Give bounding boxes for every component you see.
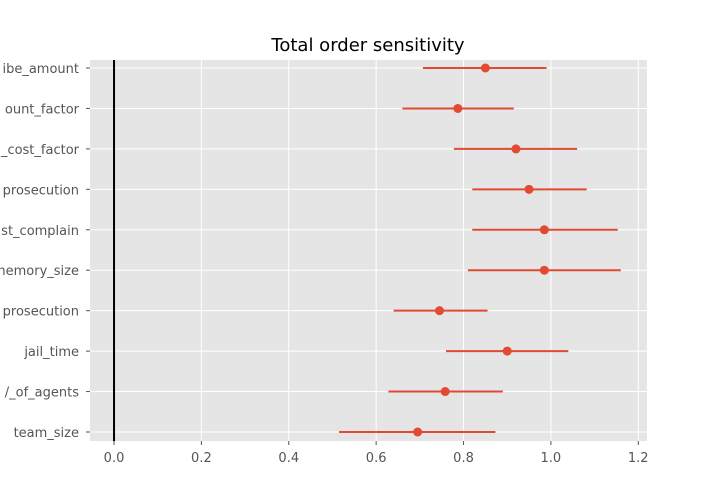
plot-area [90,60,647,441]
data-point [511,144,521,154]
y-tick-label: jail_time [23,345,79,360]
data-point [524,184,534,194]
data-point [453,103,463,113]
x-tick-label: 0.2 [191,451,212,466]
data-point [480,63,490,73]
x-tick-label: 1.2 [628,451,649,466]
data-point [502,346,512,356]
x-tick-label: 0.6 [366,451,387,466]
y-tick-label: _cost_factor [0,143,80,158]
x-tick-label: 0.0 [104,451,125,466]
y-tick-label: ount_factor [5,102,80,117]
y-tick-label: prosecution [3,183,79,198]
x-tick-label: 0.8 [453,451,474,466]
y-tick-label: team_size [14,426,79,441]
y-tick-label: prosecution [3,305,79,320]
axes: 0.0 0.2 0.4 0.6 0.8 1.0 1.2 ibe_amount ount_fact… [0,62,649,466]
data-point [539,225,549,235]
y-tick-label: nemory_size [0,264,79,279]
x-tick-label: 1.0 [541,451,562,466]
y-tick-label: ibe_amount [2,62,79,77]
data-point [413,427,423,437]
data-point [539,265,549,275]
data-series [339,63,621,437]
data-point [440,387,450,397]
x-tick-label: 0.4 [278,451,299,466]
chart-title: Total order sensitivity [270,35,464,56]
data-point [434,306,444,316]
y-tick-label: st_complain [1,224,79,239]
y-tick-label: /_of_agents [5,386,79,401]
